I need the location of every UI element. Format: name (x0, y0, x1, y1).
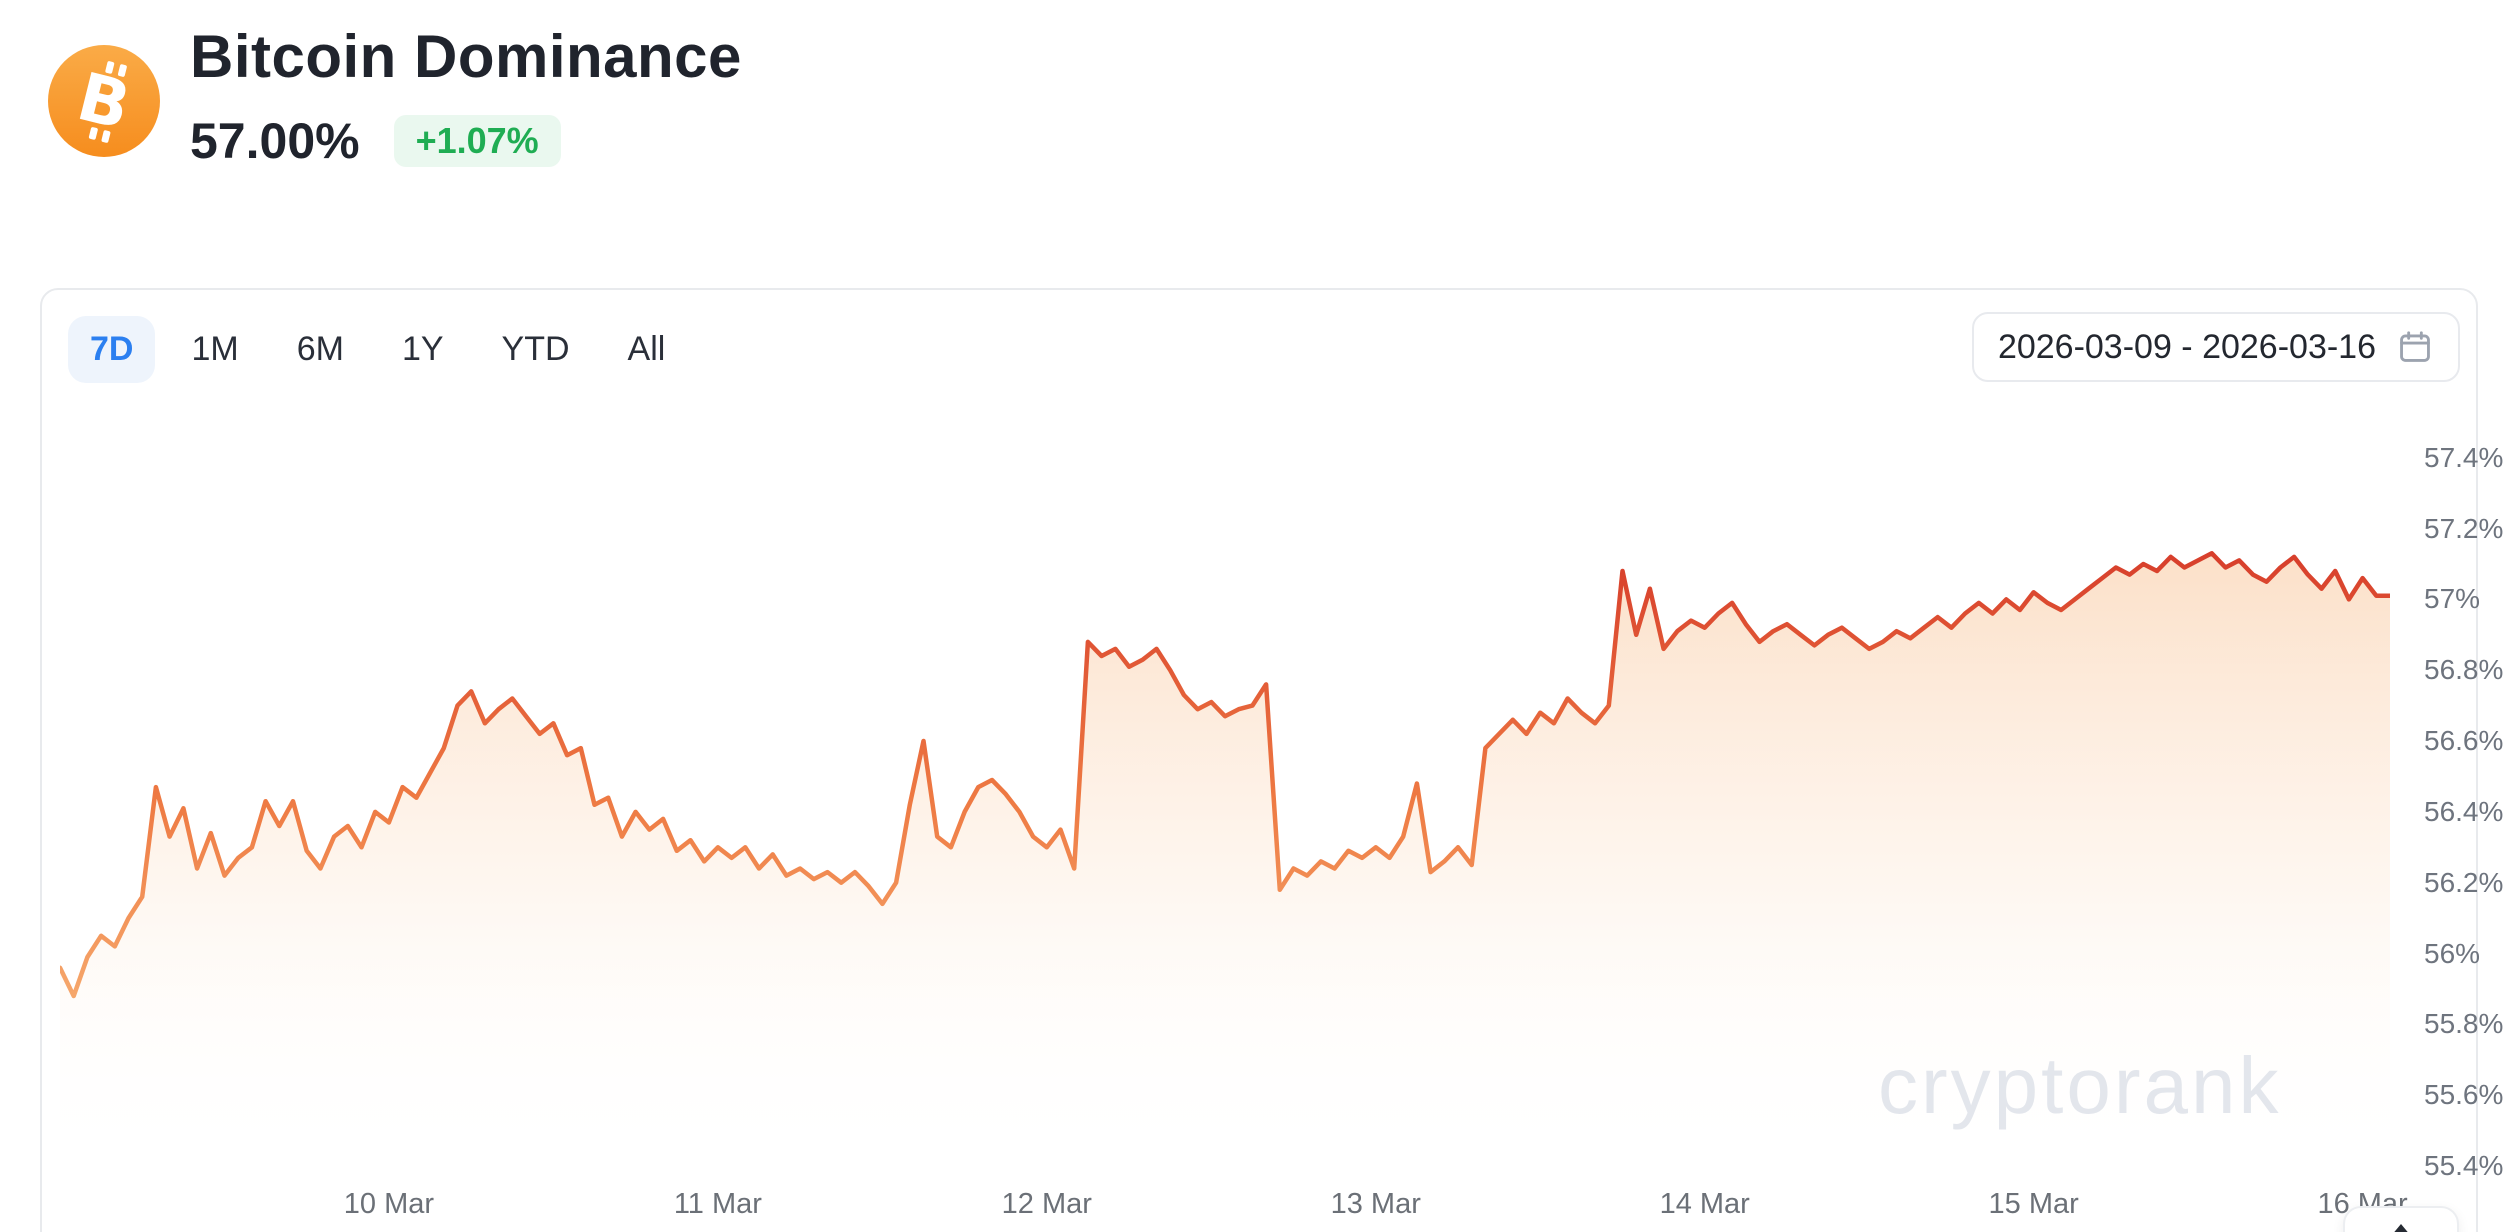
arrow-up-icon (2394, 1224, 2408, 1232)
bitcoin-icon: B (48, 45, 160, 157)
x-tick-label: 13 Mar (1330, 1188, 1421, 1220)
range-tab-ytd[interactable]: YTD (501, 330, 570, 368)
y-tick-label: 55.8% (2424, 1008, 2504, 1040)
calendar-icon (2400, 331, 2430, 362)
y-tick-label: 56.6% (2424, 725, 2504, 757)
range-tab-7d[interactable]: 7D (68, 316, 156, 383)
value-row: 57.00% +1.07% (190, 112, 561, 170)
scroll-to-top-button[interactable] (2343, 1206, 2459, 1232)
x-tick-label: 12 Mar (1001, 1188, 1092, 1220)
y-tick-label: 57.4% (2424, 441, 2504, 473)
range-tabs: 7D 1M 6M 1Y YTD All (68, 316, 687, 383)
dominance-area-chart[interactable] (60, 440, 2390, 1166)
x-tick-label: 11 Mar (673, 1188, 762, 1220)
y-tick-label: 56.8% (2424, 654, 2504, 686)
page-title: Bitcoin Dominance (190, 23, 742, 90)
y-tick-label: 57% (2424, 583, 2481, 615)
range-tab-all[interactable]: All (627, 330, 666, 368)
y-tick-label: 55.6% (2424, 1079, 2504, 1111)
y-tick-label: 56.2% (2424, 866, 2504, 898)
change-badge: +1.07% (393, 115, 561, 167)
range-tab-1y[interactable]: 1Y (401, 330, 444, 368)
chart-line (60, 551, 2390, 999)
dominance-value: 57.00% (190, 113, 360, 169)
range-tab-1m[interactable]: 1M (191, 330, 239, 368)
x-tick-label: 14 Mar (1659, 1188, 1750, 1220)
x-tick-label: 10 Mar (343, 1188, 435, 1220)
chart-area-fill (60, 553, 2390, 1166)
y-tick-label: 56.4% (2424, 795, 2504, 827)
date-range-text: 2026-03-09 - 2026-03-16 (1997, 327, 2376, 366)
y-tick-label: 55.4% (2424, 1150, 2504, 1181)
y-tick-label: 57.2% (2424, 512, 2504, 544)
range-tab-6m[interactable]: 6M (296, 330, 344, 368)
date-range-picker[interactable]: 2026-03-09 - 2026-03-16 (1971, 312, 2460, 382)
cryptorank-watermark: cryptorank (1878, 1041, 2282, 1130)
y-tick-label: 56% (2424, 937, 2481, 969)
x-tick-label: 15 Mar (1988, 1188, 2079, 1220)
